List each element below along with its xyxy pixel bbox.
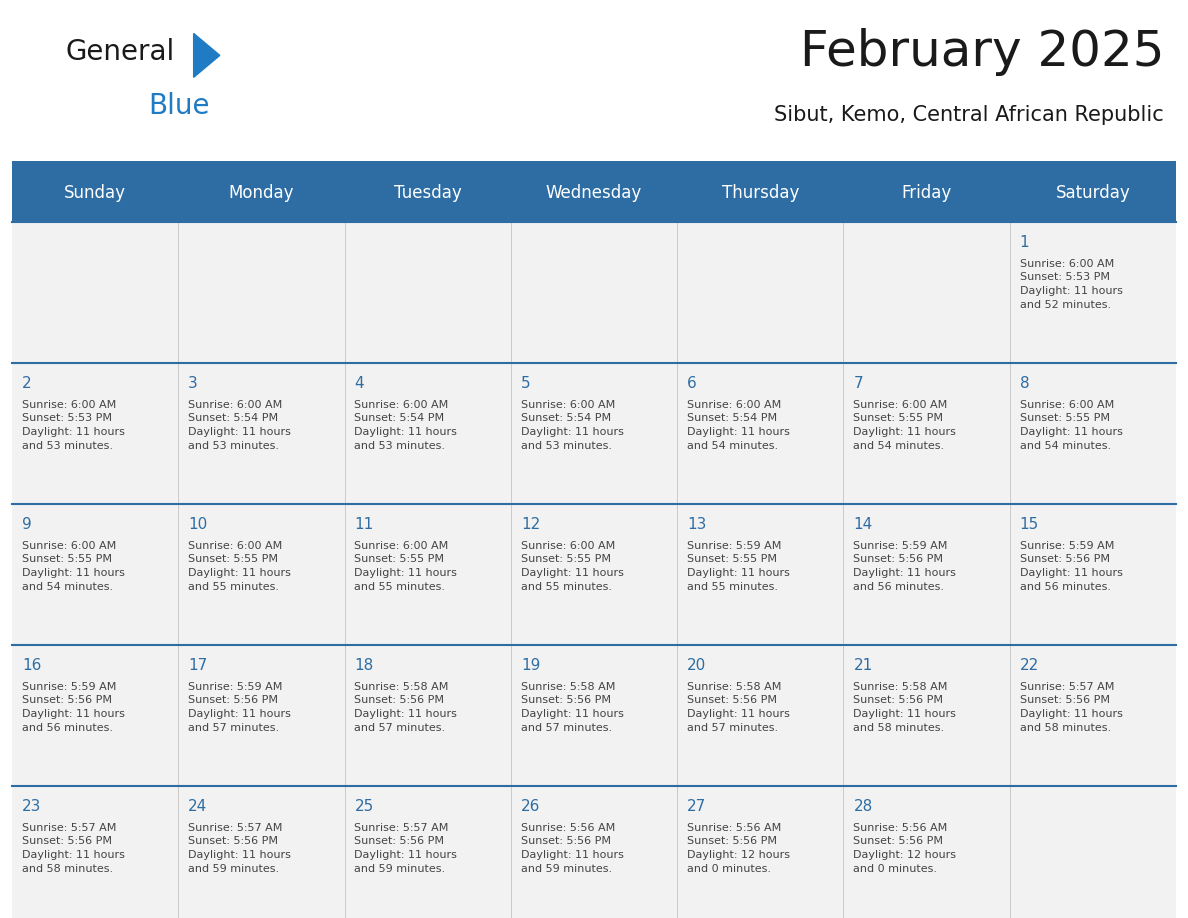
Text: Sunrise: 5:59 AM
Sunset: 5:55 PM
Daylight: 11 hours
and 55 minutes.: Sunrise: 5:59 AM Sunset: 5:55 PM Dayligh… (687, 541, 790, 591)
Text: 5: 5 (520, 375, 531, 391)
Text: 10: 10 (188, 517, 208, 532)
Text: 13: 13 (687, 517, 707, 532)
Text: Sunrise: 5:57 AM
Sunset: 5:56 PM
Daylight: 11 hours
and 59 minutes.: Sunrise: 5:57 AM Sunset: 5:56 PM Dayligh… (354, 823, 457, 874)
Text: 6: 6 (687, 375, 697, 391)
Text: 23: 23 (21, 799, 42, 814)
Text: Monday: Monday (228, 185, 295, 202)
Text: Sunrise: 5:56 AM
Sunset: 5:56 PM
Daylight: 12 hours
and 0 minutes.: Sunrise: 5:56 AM Sunset: 5:56 PM Dayligh… (687, 823, 790, 874)
Text: Sunrise: 5:57 AM
Sunset: 5:56 PM
Daylight: 11 hours
and 58 minutes.: Sunrise: 5:57 AM Sunset: 5:56 PM Dayligh… (1019, 682, 1123, 733)
Text: Sunrise: 5:57 AM
Sunset: 5:56 PM
Daylight: 11 hours
and 58 minutes.: Sunrise: 5:57 AM Sunset: 5:56 PM Dayligh… (21, 823, 125, 874)
Text: Sunrise: 6:00 AM
Sunset: 5:55 PM
Daylight: 11 hours
and 54 minutes.: Sunrise: 6:00 AM Sunset: 5:55 PM Dayligh… (21, 541, 125, 591)
Text: 2: 2 (21, 375, 32, 391)
Text: Tuesday: Tuesday (393, 185, 462, 202)
Text: Wednesday: Wednesday (545, 185, 643, 202)
Text: Thursday: Thursday (721, 185, 800, 202)
Text: 16: 16 (21, 658, 42, 673)
Text: 11: 11 (354, 517, 374, 532)
Text: 8: 8 (1019, 375, 1030, 391)
Text: 1: 1 (1019, 235, 1030, 250)
Text: Sunrise: 5:56 AM
Sunset: 5:56 PM
Daylight: 12 hours
and 0 minutes.: Sunrise: 5:56 AM Sunset: 5:56 PM Dayligh… (853, 823, 956, 874)
Text: Sunrise: 5:59 AM
Sunset: 5:56 PM
Daylight: 11 hours
and 56 minutes.: Sunrise: 5:59 AM Sunset: 5:56 PM Dayligh… (853, 541, 956, 591)
Text: Sunrise: 5:58 AM
Sunset: 5:56 PM
Daylight: 11 hours
and 57 minutes.: Sunrise: 5:58 AM Sunset: 5:56 PM Dayligh… (520, 682, 624, 733)
Text: Sunrise: 6:00 AM
Sunset: 5:55 PM
Daylight: 11 hours
and 54 minutes.: Sunrise: 6:00 AM Sunset: 5:55 PM Dayligh… (853, 400, 956, 451)
Text: 28: 28 (853, 799, 873, 814)
Text: Saturday: Saturday (1056, 185, 1130, 202)
Text: Sunrise: 6:00 AM
Sunset: 5:53 PM
Daylight: 11 hours
and 53 minutes.: Sunrise: 6:00 AM Sunset: 5:53 PM Dayligh… (21, 400, 125, 451)
Text: Sunrise: 6:00 AM
Sunset: 5:54 PM
Daylight: 11 hours
and 54 minutes.: Sunrise: 6:00 AM Sunset: 5:54 PM Dayligh… (687, 400, 790, 451)
Text: 21: 21 (853, 658, 873, 673)
Text: Sunrise: 5:56 AM
Sunset: 5:56 PM
Daylight: 11 hours
and 59 minutes.: Sunrise: 5:56 AM Sunset: 5:56 PM Dayligh… (520, 823, 624, 874)
Text: Sunrise: 5:59 AM
Sunset: 5:56 PM
Daylight: 11 hours
and 57 minutes.: Sunrise: 5:59 AM Sunset: 5:56 PM Dayligh… (188, 682, 291, 733)
Text: 12: 12 (520, 517, 541, 532)
Text: 18: 18 (354, 658, 374, 673)
Text: Sibut, Kemo, Central African Republic: Sibut, Kemo, Central African Republic (775, 106, 1164, 125)
Text: Sunrise: 5:58 AM
Sunset: 5:56 PM
Daylight: 11 hours
and 57 minutes.: Sunrise: 5:58 AM Sunset: 5:56 PM Dayligh… (687, 682, 790, 733)
Text: 27: 27 (687, 799, 707, 814)
Text: Sunrise: 5:59 AM
Sunset: 5:56 PM
Daylight: 11 hours
and 56 minutes.: Sunrise: 5:59 AM Sunset: 5:56 PM Dayligh… (21, 682, 125, 733)
Text: 22: 22 (1019, 658, 1040, 673)
Text: Sunrise: 6:00 AM
Sunset: 5:55 PM
Daylight: 11 hours
and 55 minutes.: Sunrise: 6:00 AM Sunset: 5:55 PM Dayligh… (354, 541, 457, 591)
Polygon shape (194, 33, 220, 77)
Text: Sunday: Sunday (64, 185, 126, 202)
Text: 3: 3 (188, 375, 198, 391)
Text: 25: 25 (354, 799, 374, 814)
Text: 7: 7 (853, 375, 864, 391)
Text: Blue: Blue (148, 92, 210, 120)
Text: 19: 19 (520, 658, 541, 673)
Text: Sunrise: 5:59 AM
Sunset: 5:56 PM
Daylight: 11 hours
and 56 minutes.: Sunrise: 5:59 AM Sunset: 5:56 PM Dayligh… (1019, 541, 1123, 591)
Text: Sunrise: 5:58 AM
Sunset: 5:56 PM
Daylight: 11 hours
and 57 minutes.: Sunrise: 5:58 AM Sunset: 5:56 PM Dayligh… (354, 682, 457, 733)
Text: Sunrise: 6:00 AM
Sunset: 5:54 PM
Daylight: 11 hours
and 53 minutes.: Sunrise: 6:00 AM Sunset: 5:54 PM Dayligh… (354, 400, 457, 451)
Text: 9: 9 (21, 517, 32, 532)
Text: February 2025: February 2025 (800, 28, 1164, 75)
Text: Sunrise: 5:58 AM
Sunset: 5:56 PM
Daylight: 11 hours
and 58 minutes.: Sunrise: 5:58 AM Sunset: 5:56 PM Dayligh… (853, 682, 956, 733)
Text: General: General (65, 38, 175, 65)
Text: 4: 4 (354, 375, 365, 391)
Text: 14: 14 (853, 517, 873, 532)
Text: Sunrise: 6:00 AM
Sunset: 5:54 PM
Daylight: 11 hours
and 53 minutes.: Sunrise: 6:00 AM Sunset: 5:54 PM Dayligh… (188, 400, 291, 451)
Text: Friday: Friday (902, 185, 952, 202)
Text: Sunrise: 6:00 AM
Sunset: 5:55 PM
Daylight: 11 hours
and 54 minutes.: Sunrise: 6:00 AM Sunset: 5:55 PM Dayligh… (1019, 400, 1123, 451)
Text: 26: 26 (520, 799, 541, 814)
Text: 20: 20 (687, 658, 707, 673)
Text: Sunrise: 6:00 AM
Sunset: 5:55 PM
Daylight: 11 hours
and 55 minutes.: Sunrise: 6:00 AM Sunset: 5:55 PM Dayligh… (188, 541, 291, 591)
Text: 24: 24 (188, 799, 208, 814)
Text: Sunrise: 6:00 AM
Sunset: 5:54 PM
Daylight: 11 hours
and 53 minutes.: Sunrise: 6:00 AM Sunset: 5:54 PM Dayligh… (520, 400, 624, 451)
Text: Sunrise: 5:57 AM
Sunset: 5:56 PM
Daylight: 11 hours
and 59 minutes.: Sunrise: 5:57 AM Sunset: 5:56 PM Dayligh… (188, 823, 291, 874)
Text: Sunrise: 6:00 AM
Sunset: 5:55 PM
Daylight: 11 hours
and 55 minutes.: Sunrise: 6:00 AM Sunset: 5:55 PM Dayligh… (520, 541, 624, 591)
Text: 15: 15 (1019, 517, 1040, 532)
Text: Sunrise: 6:00 AM
Sunset: 5:53 PM
Daylight: 11 hours
and 52 minutes.: Sunrise: 6:00 AM Sunset: 5:53 PM Dayligh… (1019, 259, 1123, 309)
Text: 17: 17 (188, 658, 208, 673)
